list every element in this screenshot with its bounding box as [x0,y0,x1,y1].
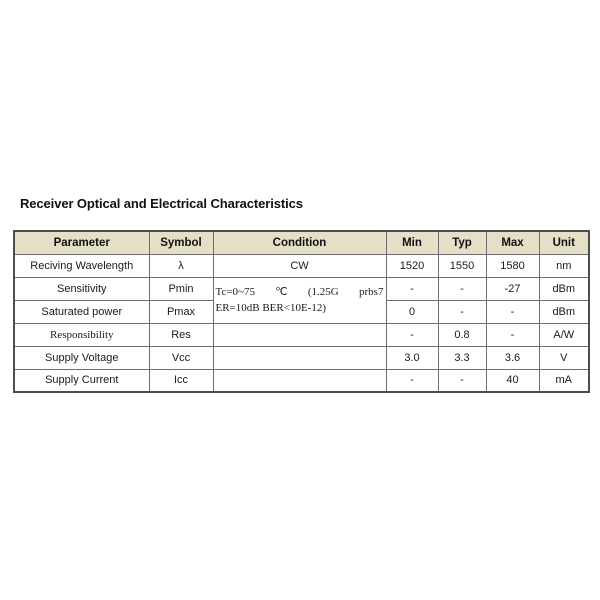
cell-typ: 1550 [437,253,487,278]
cell-symbol: Icc [148,368,214,393]
col-header-parameter: Parameter [13,230,150,255]
cell-max: -27 [485,276,540,301]
col-header-max: Max [485,230,540,255]
table-row-sensitivity: Sensitivity Pmin Tc=0~75 ℃ (1.25G prbs7 … [13,276,590,324]
table-header-row: Parameter Symbol Condition Min Typ Max U… [13,230,590,255]
cell-condition: CW [212,253,387,278]
condition-line-2: ER=10dB BER<10E-12) [215,302,327,314]
table-row-reciving-wavelength: Reciving Wavelength λ CW 1520 1550 1580 … [13,253,590,278]
cell-typ: - [437,368,487,393]
cell-min: 3.0 [385,345,439,370]
cell-typ: 3.3 [437,345,487,370]
characteristics-table: Parameter Symbol Condition Min Typ Max U… [13,230,590,393]
cell-max: - [485,299,540,324]
cell-parameter: Sensitivity [13,276,150,301]
cell-unit: dBm [538,299,590,324]
cell-parameter: Reciving Wavelength [13,253,150,278]
cell-min: 1520 [385,253,439,278]
condition-text-part: Tc=0~75 [215,286,256,298]
col-header-unit: Unit [538,230,590,255]
cell-min: - [385,322,439,347]
condition-text-part: prbs7 [359,286,384,298]
cell-condition-merged: Tc=0~75 ℃ (1.25G prbs7 ER=10dB BER<10E-1… [212,276,387,324]
cell-unit: mA [538,368,590,393]
table-row-saturated-power: Saturated power Pmax 0 - - dBm [13,299,590,324]
cell-symbol: Pmin [148,276,214,301]
cell-unit: nm [538,253,590,278]
cell-parameter: Responsibility [13,322,150,347]
cell-parameter: Supply Voltage [13,345,150,370]
cell-unit: dBm [538,276,590,301]
condition-line-1: Tc=0~75 ℃ (1.25G prbs7 [216,284,384,300]
cell-symbol: λ [148,253,214,278]
cell-max: 1580 [485,253,540,278]
condition-text-part: ℃ [275,286,288,298]
cell-parameter: Supply Current [13,368,150,393]
cell-min: 0 [385,299,439,324]
cell-max: - [485,322,540,347]
col-header-symbol: Symbol [148,230,214,255]
cell-condition [212,368,387,393]
cell-min: - [385,368,439,393]
cell-min: - [385,276,439,301]
col-header-min: Min [385,230,439,255]
col-header-typ: Typ [437,230,487,255]
cell-unit: A/W [538,322,590,347]
cell-condition [212,322,387,347]
cell-symbol: Res [148,322,214,347]
cell-condition [212,345,387,370]
cell-typ: 0.8 [437,322,487,347]
table-row-supply-current: Supply Current Icc - - 40 mA [13,368,590,393]
cell-typ: - [437,276,487,301]
col-header-condition: Condition [212,230,387,255]
cell-max: 40 [485,368,540,393]
cell-typ: - [437,299,487,324]
condition-text-part: (1.25G [307,286,339,298]
page-title: Receiver Optical and Electrical Characte… [20,196,303,211]
cell-unit: V [538,345,590,370]
cell-max: 3.6 [485,345,540,370]
table-row-responsibility: Responsibility Res - 0.8 - A/W [13,322,590,347]
table-row-supply-voltage: Supply Voltage Vcc 3.0 3.3 3.6 V [13,345,590,370]
cell-parameter: Saturated power [13,299,150,324]
cell-symbol: Pmax [148,299,214,324]
cell-symbol: Vcc [148,345,214,370]
